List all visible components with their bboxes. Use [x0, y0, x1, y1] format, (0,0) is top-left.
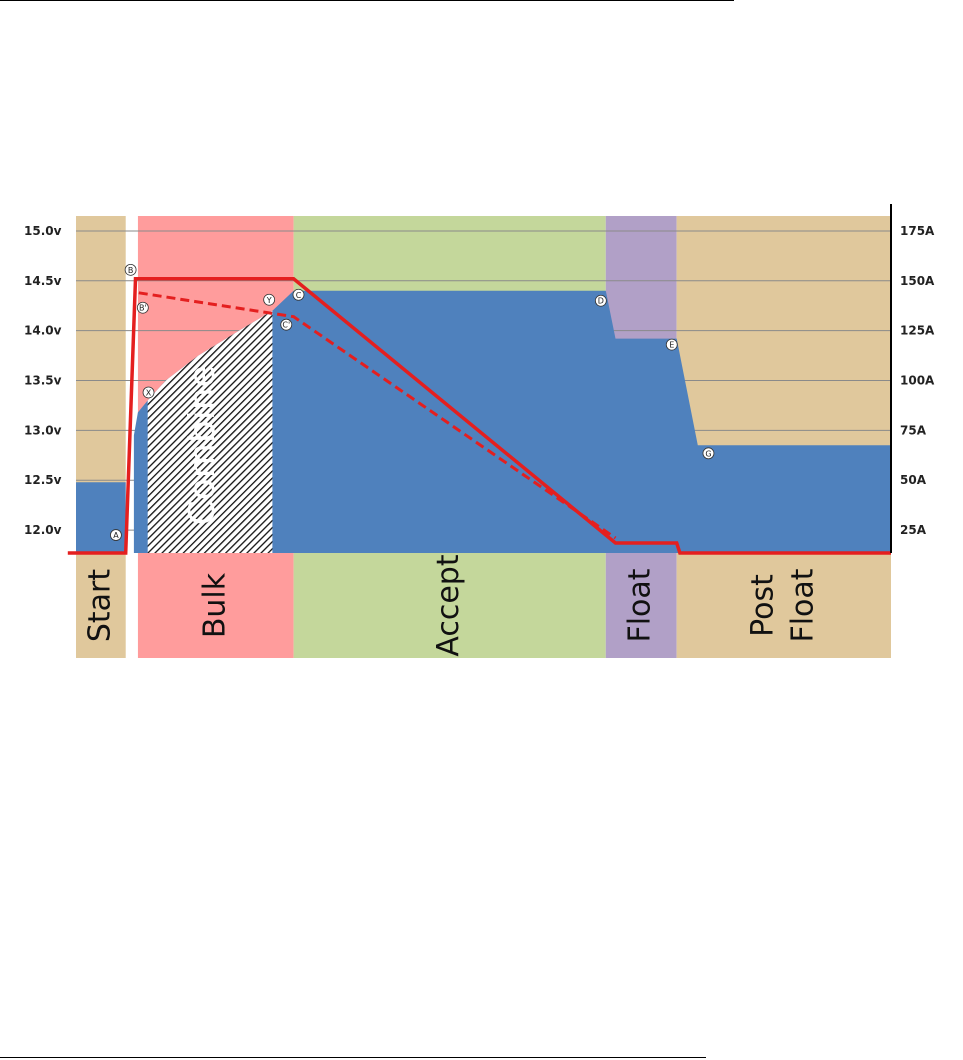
marker-label: X [146, 388, 152, 397]
bottom-rule [0, 1057, 706, 1058]
right-axis-ticks: 175A 150A 125A 100A 75A 50A 25A [900, 224, 935, 537]
phase-panel-float [605, 553, 677, 658]
marker-label: Y [266, 296, 272, 305]
combine-hatch-shape [147, 310, 273, 553]
marker-d: D [594, 294, 607, 307]
marker-circle [263, 293, 276, 306]
combine-region: Combine [147, 310, 273, 553]
voltage-area-shape [76, 290, 891, 553]
phase-labels: Start Bulk Accept Float Post Float [82, 554, 820, 656]
marker-label: B [128, 266, 134, 275]
marker-circle [292, 288, 305, 301]
marker-x: X [142, 386, 155, 399]
left-tick-label: 14.0v [24, 324, 62, 338]
top-rule [0, 0, 734, 1]
marker-y: Y [263, 293, 276, 306]
phase-panel-bulk [137, 553, 294, 658]
phase-label-float: Float [623, 568, 658, 642]
marker-b: B [124, 263, 137, 276]
phase-panel-start [76, 553, 126, 658]
right-tick-label: 125A [900, 324, 935, 338]
current-solid-line [67, 277, 891, 555]
right-tick-label: 150A [900, 274, 935, 288]
marker-label: C [296, 291, 302, 300]
marker-b-prime: B' [136, 301, 149, 314]
phase-panel-accept [293, 553, 606, 658]
right-tick-label: 50A [900, 473, 927, 487]
left-tick-label: 15.0v [24, 224, 62, 238]
left-tick-label: 13.0v [24, 423, 62, 437]
marker-label: C' [282, 321, 290, 330]
marker-circle [280, 318, 293, 331]
marker-e: E [665, 338, 678, 351]
marker-label: E [669, 341, 674, 350]
marker-label: A [113, 531, 119, 540]
phase-panel-post-float [676, 553, 891, 658]
right-tick-label: 100A [900, 374, 935, 388]
marker-circle [136, 301, 149, 314]
right-tick-label: 25A [900, 523, 927, 537]
phase-label-post: Post [745, 574, 780, 637]
phase-label-start: Start [82, 569, 117, 643]
phase-label-bulk: Bulk [197, 572, 232, 638]
marker-circle [594, 294, 607, 307]
marker-circle [124, 263, 137, 276]
annotation-markers: A B B' X Y C C' D E G [110, 263, 715, 541]
left-tick-label: 12.5v [24, 473, 62, 487]
phase-label-float-2: Float [785, 568, 820, 642]
phase-label-panels [76, 553, 891, 658]
marker-circle [142, 386, 155, 399]
left-axis-ticks: 15.0v 14.5v 14.0v 13.5v 13.0v 12.5v 12.0v [24, 224, 62, 537]
voltage-area [76, 290, 891, 553]
marker-c: C [292, 288, 305, 301]
right-tick-label: 75A [900, 423, 927, 437]
left-tick-label: 13.5v [24, 374, 62, 388]
current-lines [67, 277, 891, 555]
marker-label: D [598, 297, 604, 306]
marker-c-prime: C' [280, 318, 293, 331]
marker-g: G [702, 447, 715, 460]
right-tick-label: 175A [900, 224, 935, 238]
left-tick-label: 14.5v [24, 274, 62, 288]
combine-label: Combine [182, 365, 223, 525]
marker-a: A [110, 529, 122, 541]
left-tick-label: 12.0v [24, 523, 62, 537]
marker-label: B' [139, 304, 147, 313]
marker-label: G [705, 449, 711, 458]
phase-label-accept: Accept [431, 554, 466, 656]
marker-circle [110, 529, 122, 541]
marker-circle [665, 338, 678, 351]
current-dashed-line [138, 291, 617, 540]
marker-circle [702, 447, 715, 460]
